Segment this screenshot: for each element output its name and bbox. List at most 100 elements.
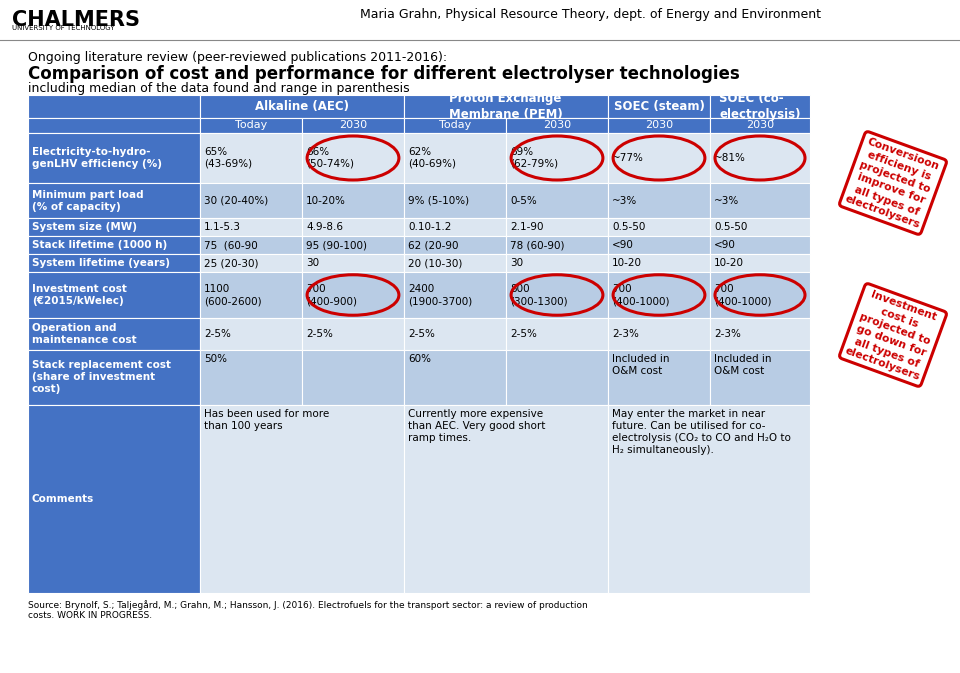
Text: 10-20: 10-20 [714,258,744,268]
Text: 66%
(50-74%): 66% (50-74%) [306,147,354,169]
Text: 1.1-5.3: 1.1-5.3 [204,222,241,232]
Text: ~3%: ~3% [612,195,637,205]
Text: 4.9-8.6: 4.9-8.6 [306,222,343,232]
Bar [200,133,302,183]
Bar [200,254,302,272]
Text: 30 (20-40%): 30 (20-40%) [204,195,268,205]
Bar [200,318,302,350]
Bar [200,272,302,318]
Bar [710,254,810,272]
Text: Has been used for more
than 100 years: Has been used for more than 100 years [204,409,329,431]
Text: Today: Today [235,120,267,131]
Bar [200,236,302,254]
Text: 2030: 2030 [645,120,673,131]
Text: 10-20%: 10-20% [306,195,346,205]
Bar [506,254,608,272]
Bar [710,95,810,118]
Text: May enter the market in near
future. Can be utilised for co-
electrolysis (CO₂ t: May enter the market in near future. Can… [612,409,791,455]
Text: 1100
(600-2600): 1100 (600-2600) [204,284,262,306]
Bar [302,272,404,318]
Text: 700
(400-1000): 700 (400-1000) [714,284,772,306]
Text: Comments: Comments [32,494,94,504]
Bar [506,350,608,405]
Text: 60%: 60% [408,354,431,364]
Bar [608,95,710,118]
Bar [28,272,200,318]
Text: 95 (90-100): 95 (90-100) [306,240,367,250]
Text: Maria Grahn, Physical Resource Theory, dept. of Energy and Environment: Maria Grahn, Physical Resource Theory, d… [359,8,821,21]
Text: 2030: 2030 [746,120,774,131]
Bar [28,218,200,236]
Text: 0.5-50: 0.5-50 [714,222,748,232]
Text: 0-5%: 0-5% [510,195,537,205]
Text: System size (MW): System size (MW) [32,222,137,232]
Text: 2030: 2030 [543,120,571,131]
Text: <90: <90 [612,240,634,250]
Bar [28,118,200,133]
Text: ~77%: ~77% [612,153,644,163]
Text: 20 (10-30): 20 (10-30) [408,258,463,268]
Bar [710,236,810,254]
Text: 2-3%: 2-3% [612,329,638,339]
Bar [506,236,608,254]
Text: 9% (5-10%): 9% (5-10%) [408,195,469,205]
Bar [710,218,810,236]
Bar [28,350,200,405]
Text: 10-20: 10-20 [612,258,642,268]
Bar [608,236,710,254]
Bar [28,183,200,218]
Bar [404,218,506,236]
Text: 25 (20-30): 25 (20-30) [204,258,258,268]
Text: Comparison of cost and performance for different electrolyser technologies: Comparison of cost and performance for d… [28,65,740,83]
Bar [200,183,302,218]
Bar [506,272,608,318]
Text: Ongoing literature review (peer-reviewed publications 2011-2016):: Ongoing literature review (peer-reviewed… [28,51,447,64]
Text: Included in
O&M cost: Included in O&M cost [612,354,669,376]
Text: 2-5%: 2-5% [510,329,537,339]
Bar [710,118,810,133]
Text: <90: <90 [714,240,736,250]
Bar [608,183,710,218]
Text: Conversioon
efficieny is
projected to
improve for
all types of
electrolysers: Conversioon efficieny is projected to im… [844,136,943,230]
Text: SOEC (steam): SOEC (steam) [613,100,705,113]
Text: 0.10-1.2: 0.10-1.2 [408,222,451,232]
Bar [200,218,302,236]
Bar [404,183,506,218]
Bar [28,95,200,118]
Bar [302,350,404,405]
Bar [404,118,506,133]
Bar [404,254,506,272]
Text: Investment cost
(€2015/kWelec): Investment cost (€2015/kWelec) [32,284,127,306]
Bar [710,318,810,350]
Text: 78 (60-90): 78 (60-90) [510,240,564,250]
Bar [710,350,810,405]
Bar [608,405,810,593]
Bar [302,133,404,183]
Bar [506,118,608,133]
Text: Included in
O&M cost: Included in O&M cost [714,354,772,376]
Bar [200,405,404,593]
Bar [506,218,608,236]
Text: SOEC (co-
electrolysis): SOEC (co- electrolysis) [719,92,801,120]
Bar [608,254,710,272]
Bar [200,95,404,118]
Bar [302,218,404,236]
Bar [608,118,710,133]
Bar [608,350,710,405]
Text: 2400
(1900-3700): 2400 (1900-3700) [408,284,472,306]
Text: System lifetime (years): System lifetime (years) [32,258,170,268]
Bar [506,318,608,350]
Bar [28,318,200,350]
Bar [302,254,404,272]
Text: 62 (20-90: 62 (20-90 [408,240,459,250]
Text: Source: Brynolf, S.; Taljegård, M.; Grahn, M.; Hansson, J. (2016). Electrofuels : Source: Brynolf, S.; Taljegård, M.; Grah… [28,600,588,621]
Bar [608,218,710,236]
Text: 800
(300-1300): 800 (300-1300) [510,284,567,306]
Bar [302,318,404,350]
Text: 2.1-90: 2.1-90 [510,222,543,232]
Text: 69%
(62-79%): 69% (62-79%) [510,147,558,169]
Text: 30: 30 [510,258,523,268]
Bar [404,133,506,183]
Text: 2030: 2030 [339,120,367,131]
Bar [710,133,810,183]
